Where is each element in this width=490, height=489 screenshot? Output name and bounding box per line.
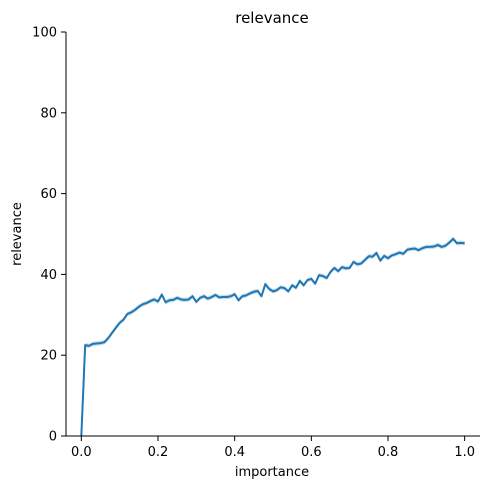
series-line — [81, 239, 464, 436]
x-tick-label: 1.0 — [454, 445, 475, 460]
x-axis-label: importance — [235, 465, 309, 480]
x-tick-label: 0.8 — [378, 445, 399, 460]
y-tick-label: 60 — [40, 187, 57, 202]
x-tick-label: 0.4 — [224, 445, 245, 460]
y-axis-label: relevance — [10, 202, 25, 266]
x-tick-label: 0.0 — [71, 445, 92, 460]
y-tick-label: 20 — [40, 349, 57, 364]
y-axis-ticks: 0 20 40 60 80 100 — [32, 26, 66, 445]
x-tick-label: 0.6 — [301, 445, 322, 460]
plot-area — [81, 237, 464, 436]
y-tick-label: 40 — [40, 268, 57, 283]
y-tick-label: 100 — [32, 26, 57, 41]
y-tick-label: 80 — [40, 106, 57, 121]
x-axis-ticks: 0.0 0.2 0.4 0.6 0.8 1.0 — [71, 436, 475, 460]
chart-title: relevance — [235, 9, 309, 27]
y-tick-label: 0 — [49, 430, 57, 445]
confidence-band — [81, 237, 464, 436]
x-tick-label: 0.2 — [148, 445, 169, 460]
